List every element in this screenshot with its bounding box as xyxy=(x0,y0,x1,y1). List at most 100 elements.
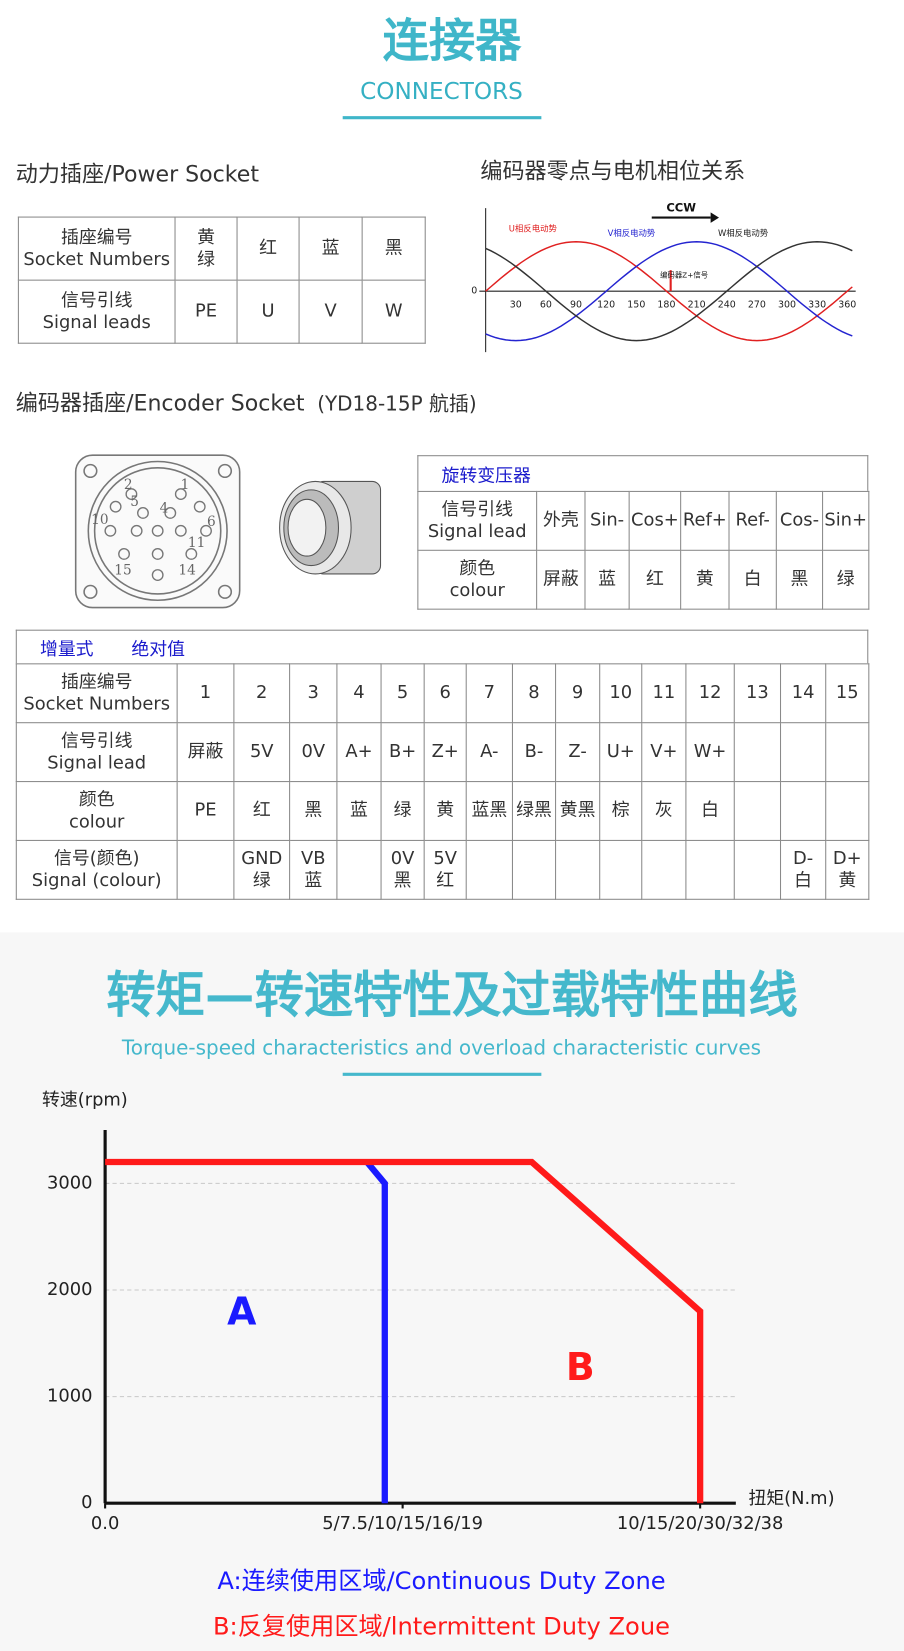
y-tick-label: 1000 xyxy=(47,1386,92,1407)
table-cell: 5 xyxy=(380,663,425,724)
pin xyxy=(125,488,138,501)
table-cell: D- 白 xyxy=(779,839,827,900)
pin-number: 11 xyxy=(188,535,205,551)
x-tick-label: 0.0 xyxy=(91,1513,119,1534)
table-cell: 黄 xyxy=(680,549,730,610)
table-cell: 7 xyxy=(465,663,513,724)
table-cell: 10 xyxy=(599,663,643,724)
y-axis-label: 转速(rpm) xyxy=(42,1090,128,1111)
chart-subtitle: Torque-speed characteristics and overloa… xyxy=(121,1036,761,1060)
legend-note: B:反复使用区域/lntermittent Duty Zoue xyxy=(213,1612,670,1640)
zone-label: A xyxy=(227,1290,257,1334)
table-cell: 绿 xyxy=(822,549,870,610)
caption-text: 旋转变压器 xyxy=(441,465,531,487)
table-cell: 插座编号 Socket Numbers xyxy=(17,216,176,281)
pin-number: 6 xyxy=(207,514,216,530)
table-cell: 9 xyxy=(555,663,601,724)
table-cell: PE xyxy=(174,279,238,344)
section-title: 编码器插座/Encoder Socket (YD18-15P 航插) xyxy=(16,391,477,417)
encoder-note: (YD18-15P 航插) xyxy=(317,391,477,415)
table-cell: 黑 xyxy=(361,216,426,281)
socket-face xyxy=(93,466,222,595)
tick-label: 360 xyxy=(838,299,856,310)
pin-number: 2 xyxy=(124,477,133,493)
table-cell: 15 xyxy=(825,663,870,724)
table-cell xyxy=(733,781,782,841)
arrow-head xyxy=(710,212,720,223)
table-cell: 黄 绿 xyxy=(174,216,238,281)
table-cell xyxy=(825,722,870,783)
tick-label: 180 xyxy=(657,299,675,310)
section-title: 动力插座/Power Socket xyxy=(16,163,260,188)
tick-label: 0 xyxy=(471,286,477,297)
table-cell: 14 xyxy=(779,663,827,724)
table-tabs: 增量式 绝对值 xyxy=(15,629,869,664)
tab: 增量式 xyxy=(39,639,94,661)
header-title: 连接器 xyxy=(383,14,523,68)
table-cell: 5V xyxy=(233,722,291,783)
table-cell xyxy=(641,839,687,900)
table: 信号引线 Signal lead 外壳 Sin- Cos+ Ref+ Ref- Cos- Si… xyxy=(417,490,870,610)
table-cell: W xyxy=(361,279,426,344)
pin xyxy=(151,548,164,560)
tick-label: 240 xyxy=(718,299,736,310)
phase-curve xyxy=(485,241,853,342)
table-cell: 2 xyxy=(233,663,291,724)
table-cell: W+ xyxy=(685,722,735,783)
table-cell: 颜色 colour xyxy=(417,549,538,610)
table-cell: 插座编号 Socket Numbers xyxy=(15,663,178,724)
table-row: 信号(颜色) Signal (colour) GND 绿 VB 蓝 0V 黑 5V 红 D… xyxy=(15,839,870,900)
curve-label: V相反电动势 xyxy=(608,228,656,238)
table-row: 信号引线 Signal lead 外壳 Sin- Cos+ Ref+ Ref- Cos- Si… xyxy=(417,490,870,551)
table-cell: 4 xyxy=(336,663,382,724)
table-cell: 蓝 xyxy=(336,781,382,841)
table-cell: Sin+ xyxy=(822,490,870,551)
table-cell: 蓝 xyxy=(298,216,363,281)
series-line xyxy=(364,1160,388,1504)
tab: 绝对值 xyxy=(131,639,186,661)
socket-ring xyxy=(87,460,228,602)
table-cell xyxy=(599,839,643,900)
table-cell: Z+ xyxy=(423,722,467,783)
tick-label: 120 xyxy=(597,299,615,310)
table-cell: 13 xyxy=(733,663,782,724)
table-cell: 黑 xyxy=(289,781,338,841)
table-cell: PE xyxy=(176,781,235,841)
tick-label: 60 xyxy=(540,299,552,310)
phase-curve xyxy=(485,241,853,342)
table-row: 颜色 colour 屏蔽蓝红黄白黑绿 xyxy=(417,549,870,610)
table-cell: 白 xyxy=(685,781,735,841)
table-cell: 绿黑 xyxy=(511,781,557,841)
pin-number: 4 xyxy=(160,500,169,516)
phase-curve xyxy=(485,241,853,342)
tick-label: 90 xyxy=(570,299,582,310)
table-cell xyxy=(733,722,782,783)
screw-hole xyxy=(217,584,233,599)
legend-note: A:连续使用区域/Continuous Duty Zone xyxy=(217,1567,665,1595)
y-tick-label: 0 xyxy=(81,1492,92,1513)
table-cell: V+ xyxy=(641,722,687,783)
connector-photo xyxy=(279,480,382,575)
table: 插座编号 Socket Numbers 黄 绿红蓝黑信号引线 Signal lea… xyxy=(17,216,426,344)
table-cell: U xyxy=(236,279,300,344)
tick-label: 210 xyxy=(688,299,706,310)
screw-hole xyxy=(83,584,98,599)
tick-label: 30 xyxy=(510,299,522,310)
pin-number: 15 xyxy=(114,562,131,578)
table-cell: 红 xyxy=(233,781,291,841)
table-cell: 黄黑 xyxy=(555,781,601,841)
tick-label: 150 xyxy=(627,299,645,310)
table-cell: D+ 黄 xyxy=(825,839,870,900)
pin xyxy=(109,500,122,513)
y-tick-label: 3000 xyxy=(47,1172,92,1193)
table-cell: 11 xyxy=(641,663,687,724)
tick-label: 270 xyxy=(748,299,766,310)
table-cell xyxy=(511,839,557,900)
pin xyxy=(185,548,198,560)
chart-title: 转矩—转速特性及过载特性曲线 xyxy=(106,966,797,1024)
table-row: 插座编号 Socket Numbers 黄 绿红蓝黑 xyxy=(17,216,426,281)
table-cell: Sin- xyxy=(584,490,630,551)
table-row: 插座编号 Socket Numbers 1 2 3 4 5 6 7 8 9 10 11 12 13 14 15 xyxy=(15,663,870,724)
table-cell: 3 xyxy=(289,663,338,724)
